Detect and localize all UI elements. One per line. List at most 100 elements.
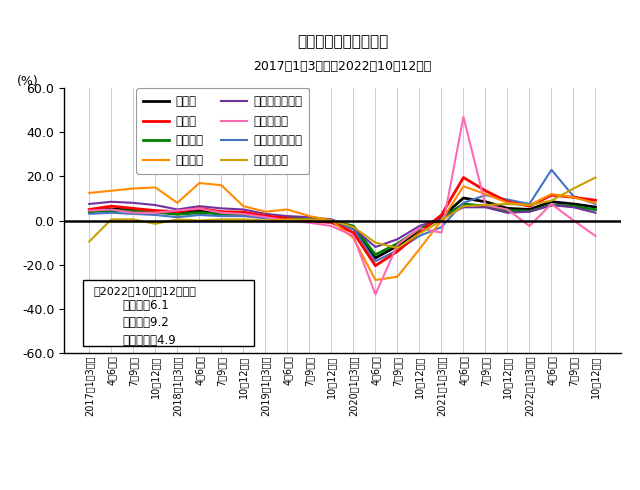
輸送用機械 <box>86 208 93 214</box>
卸売業、小売業 <box>218 205 225 211</box>
非製造業 <box>152 209 159 215</box>
非製造業 <box>548 202 556 208</box>
Legend: 全産業, 製造業, 非製造業, 金属製品, 卸売業、小売業, 輸送用機械, 運輸業、郵便業, サービス業: 全産業, 製造業, 非製造業, 金属製品, 卸売業、小売業, 輸送用機械, 運輸… <box>136 88 309 174</box>
金属製品 <box>305 213 313 219</box>
金属製品 <box>415 246 423 252</box>
金属製品 <box>438 218 445 223</box>
運輸業、郵便業 <box>86 211 93 217</box>
サービス業 <box>262 218 269 223</box>
Line: 運輸業、郵便業: 運輸業、郵便業 <box>90 170 595 261</box>
製造業 <box>129 205 137 211</box>
製造業 <box>349 230 357 236</box>
Line: サービス業: サービス業 <box>90 177 595 248</box>
サービス業 <box>394 245 401 251</box>
Text: 非製造業：4.9: 非製造業：4.9 <box>122 334 176 347</box>
運輸業、郵便業 <box>152 212 159 218</box>
サービス業 <box>86 239 93 245</box>
サービス業 <box>239 217 247 222</box>
製造業 <box>86 207 93 213</box>
卸売業、小売業 <box>460 204 467 210</box>
卸売業、小売業 <box>262 211 269 217</box>
金属製品 <box>504 200 511 206</box>
サービス業 <box>349 224 357 230</box>
全産業 <box>394 243 401 249</box>
非製造業 <box>129 208 137 214</box>
卸売業、小売業 <box>591 210 599 216</box>
卸売業、小売業 <box>195 203 203 209</box>
Text: (%): (%) <box>17 74 38 88</box>
非製造業 <box>195 210 203 216</box>
運輸業、郵便業 <box>305 218 313 223</box>
サービス業 <box>438 218 445 223</box>
運輸業、郵便業 <box>525 201 533 207</box>
輸送用機械 <box>349 233 357 239</box>
Text: 製造業：9.2: 製造業：9.2 <box>122 317 169 329</box>
サービス業 <box>328 218 335 223</box>
輸送用機械 <box>372 292 380 297</box>
全産業 <box>504 205 511 211</box>
金属製品 <box>173 200 181 206</box>
輸送用機械 <box>570 218 577 223</box>
製造業 <box>218 209 225 215</box>
運輸業、郵便業 <box>504 196 511 202</box>
全産業 <box>482 199 490 205</box>
金属製品 <box>218 182 225 188</box>
全産業 <box>548 199 556 205</box>
運輸業、郵便業 <box>415 233 423 239</box>
製造業 <box>305 219 313 224</box>
全産業 <box>349 225 357 231</box>
非製造業 <box>328 218 335 224</box>
輸送用機械 <box>173 208 181 214</box>
運輸業、郵便業 <box>262 216 269 221</box>
製造業 <box>504 199 511 205</box>
非製造業 <box>525 208 533 214</box>
金属製品 <box>284 207 291 213</box>
Text: 全産業：6.1: 全産業：6.1 <box>122 299 169 312</box>
金属製品 <box>482 191 490 197</box>
金属製品 <box>570 195 577 200</box>
卸売業、小売業 <box>482 204 490 210</box>
金属製品 <box>349 235 357 241</box>
輸送用機械 <box>591 233 599 239</box>
非製造業 <box>504 208 511 214</box>
非製造業 <box>570 203 577 209</box>
サービス業 <box>218 217 225 222</box>
全産業 <box>460 195 467 201</box>
金属製品 <box>129 186 137 192</box>
非製造業 <box>284 216 291 221</box>
製造業 <box>173 209 181 215</box>
サービス業 <box>152 221 159 227</box>
運輸業、郵便業 <box>173 214 181 220</box>
製造業 <box>328 220 335 225</box>
非製造業 <box>305 216 313 222</box>
サービス業 <box>129 217 137 222</box>
サービス業 <box>372 240 380 245</box>
サービス業 <box>305 217 313 222</box>
非製造業 <box>349 223 357 229</box>
製造業 <box>438 212 445 218</box>
サービス業 <box>548 197 556 204</box>
全産業 <box>173 210 181 216</box>
金属製品 <box>239 203 247 209</box>
全産業 <box>262 214 269 220</box>
Line: 卸売業、小売業: 卸売業、小売業 <box>90 202 595 247</box>
製造業 <box>460 174 467 180</box>
製造業 <box>372 263 380 269</box>
卸売業、小売業 <box>305 214 313 220</box>
輸送用機械 <box>284 218 291 223</box>
輸送用機械 <box>239 211 247 217</box>
輸送用機械 <box>328 223 335 229</box>
全産業 <box>129 207 137 213</box>
運輸業、郵便業 <box>129 211 137 217</box>
金属製品 <box>328 218 335 223</box>
製造業 <box>239 209 247 215</box>
サービス業 <box>591 174 599 180</box>
輸送用機械 <box>525 223 533 229</box>
卸売業、小売業 <box>129 200 137 206</box>
全産業 <box>239 211 247 217</box>
運輸業、郵便業 <box>482 192 490 198</box>
卸売業、小売業 <box>548 202 556 208</box>
非製造業 <box>415 226 423 232</box>
輸送用機械 <box>415 225 423 231</box>
卸売業、小売業 <box>570 204 577 210</box>
